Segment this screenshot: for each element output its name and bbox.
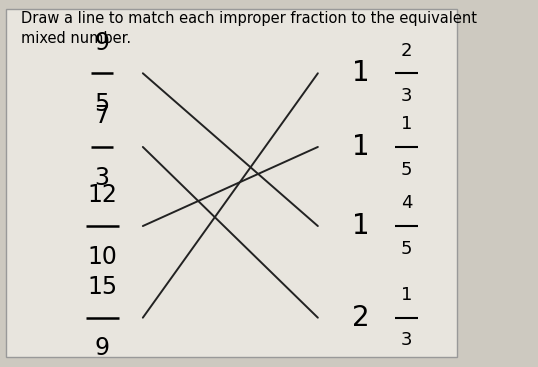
Text: 1: 1	[401, 286, 412, 304]
Text: 5: 5	[401, 240, 412, 258]
Text: 3: 3	[95, 166, 110, 190]
Text: 10: 10	[87, 245, 117, 269]
Text: 9: 9	[95, 337, 110, 360]
Text: 5: 5	[401, 161, 412, 179]
Text: Draw a line to match each improper fraction to the equivalent
mixed number.: Draw a line to match each improper fract…	[20, 11, 477, 46]
Text: 4: 4	[401, 195, 412, 212]
Text: 15: 15	[87, 275, 117, 299]
Text: 12: 12	[87, 184, 117, 207]
Text: 9: 9	[95, 30, 110, 55]
Text: 5: 5	[95, 92, 110, 116]
Text: 3: 3	[401, 87, 412, 105]
Text: 1: 1	[352, 212, 370, 240]
Text: 1: 1	[352, 133, 370, 161]
Text: 7: 7	[95, 104, 110, 128]
Text: 3: 3	[401, 331, 412, 349]
Text: 2: 2	[352, 304, 370, 332]
FancyBboxPatch shape	[6, 8, 457, 357]
Text: 1: 1	[401, 115, 412, 133]
Text: 1: 1	[352, 59, 370, 87]
Text: 2: 2	[401, 41, 412, 59]
